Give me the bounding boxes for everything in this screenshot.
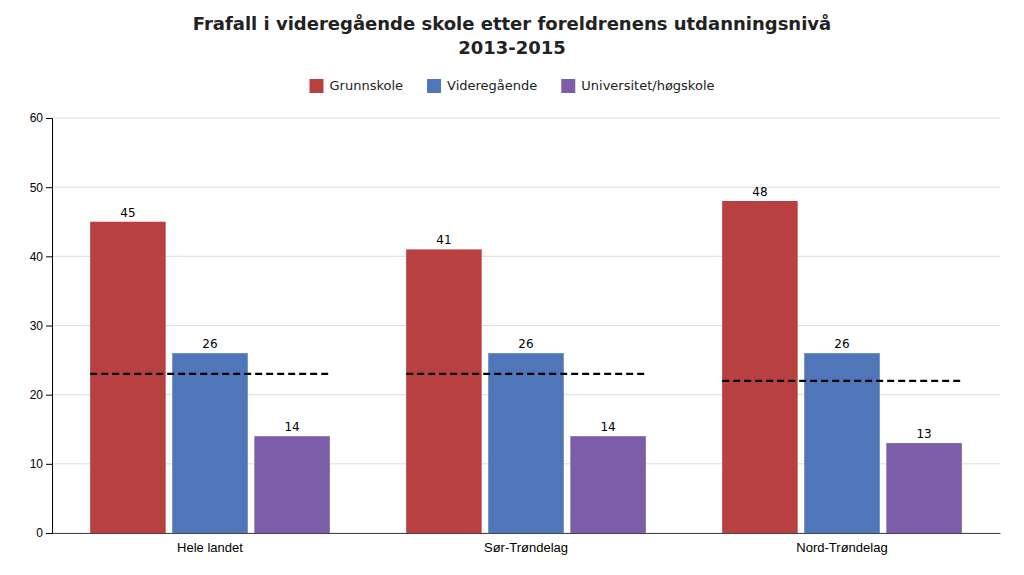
plot: 0 10 20 30 40 50 60 45 41 48 26 26 26 14 14 13 Hele land… [30, 111, 1001, 555]
legend-label: Videregående [447, 78, 537, 93]
reference-lines [90, 374, 962, 381]
legend-swatch [427, 79, 441, 93]
bar [254, 436, 330, 533]
data-label: 45 [120, 206, 135, 220]
legend-swatch [310, 79, 324, 93]
bar-series [172, 353, 880, 533]
data-label: 13 [916, 427, 931, 441]
chart: Frafall i videregående skole etter forel… [0, 0, 1024, 575]
y-tick-label: 20 [30, 388, 44, 402]
y-tick-label: 60 [30, 111, 44, 125]
reference-line [722, 380, 962, 382]
data-label: 14 [284, 420, 299, 434]
bar-series [90, 201, 798, 533]
y-tick: 10 [30, 457, 52, 471]
legend-label: Universitet/høgskole [581, 78, 714, 93]
y-tick-label: 40 [30, 250, 44, 264]
x-tick: Sør-Trøndelag [484, 540, 568, 555]
y-tick-mark [46, 395, 52, 396]
bar [406, 249, 482, 533]
y-tick: 50 [30, 181, 52, 195]
marks [90, 201, 962, 533]
y-tick-mark [46, 187, 52, 188]
legend-swatch [561, 79, 575, 93]
bar [722, 201, 798, 533]
data-label: 26 [834, 337, 849, 351]
data-label: 41 [436, 233, 451, 247]
y-axis-line [46, 119, 53, 534]
y-tick: 40 [30, 250, 52, 264]
data-label: 26 [202, 337, 217, 351]
y-tick: 60 [30, 111, 52, 125]
y-tick-label: 10 [30, 457, 44, 471]
bar [886, 443, 962, 533]
grid-line [52, 256, 1000, 257]
y-tick: 30 [30, 319, 52, 333]
legend-item: Videregående [427, 78, 537, 93]
bar [570, 436, 646, 533]
bar [172, 353, 248, 533]
x-tick: Hele landet [177, 540, 243, 555]
bar [488, 353, 564, 533]
legend-item: Universitet/høgskole [561, 78, 714, 93]
y-tick: 20 [30, 388, 52, 402]
x-tick-label: Hele landet [177, 540, 243, 555]
y-tick-label: 30 [30, 319, 44, 333]
grid [52, 118, 1000, 533]
reference-line [406, 373, 646, 375]
x-tick-label: Nord-Trøndelag [796, 540, 887, 555]
grid-line [52, 325, 1000, 326]
bar [90, 222, 166, 533]
y-tick-label: 50 [30, 181, 44, 195]
data-labels: 45 41 48 26 26 26 14 14 13 [120, 185, 931, 441]
y-tick-mark [46, 118, 52, 119]
reference-line [90, 373, 330, 375]
y-tick: 0 [36, 526, 52, 540]
x-axis: Hele landet Sør-Trøndelag Nord-Trøndelag [53, 534, 1001, 556]
data-label: 14 [600, 420, 615, 434]
legend-label: Grunnskole [330, 78, 404, 93]
title-line: 2013-2015 [458, 37, 566, 58]
data-label: 48 [752, 185, 767, 199]
x-axis-line [53, 533, 1001, 534]
y-tick-mark [46, 326, 52, 327]
y-tick-mark [46, 533, 52, 534]
y-tick-label: 0 [36, 526, 43, 540]
grid-line [52, 118, 1000, 119]
title-line: Frafall i videregående skole etter forel… [193, 13, 831, 34]
y-axis: 0 10 20 30 40 50 60 [30, 111, 53, 540]
data-label: 26 [518, 337, 533, 351]
y-tick-mark [46, 464, 52, 465]
legend: Grunnskole Videregående Universitet/høgsko… [310, 78, 715, 93]
title: Frafall i videregående skole etter forel… [193, 13, 831, 58]
x-tick-label: Sør-Trøndelag [484, 540, 568, 555]
grid-line [52, 187, 1000, 188]
x-tick: Nord-Trøndelag [796, 540, 887, 555]
legend-item: Grunnskole [310, 78, 404, 93]
bar-series [254, 436, 962, 533]
y-tick-mark [46, 256, 52, 257]
